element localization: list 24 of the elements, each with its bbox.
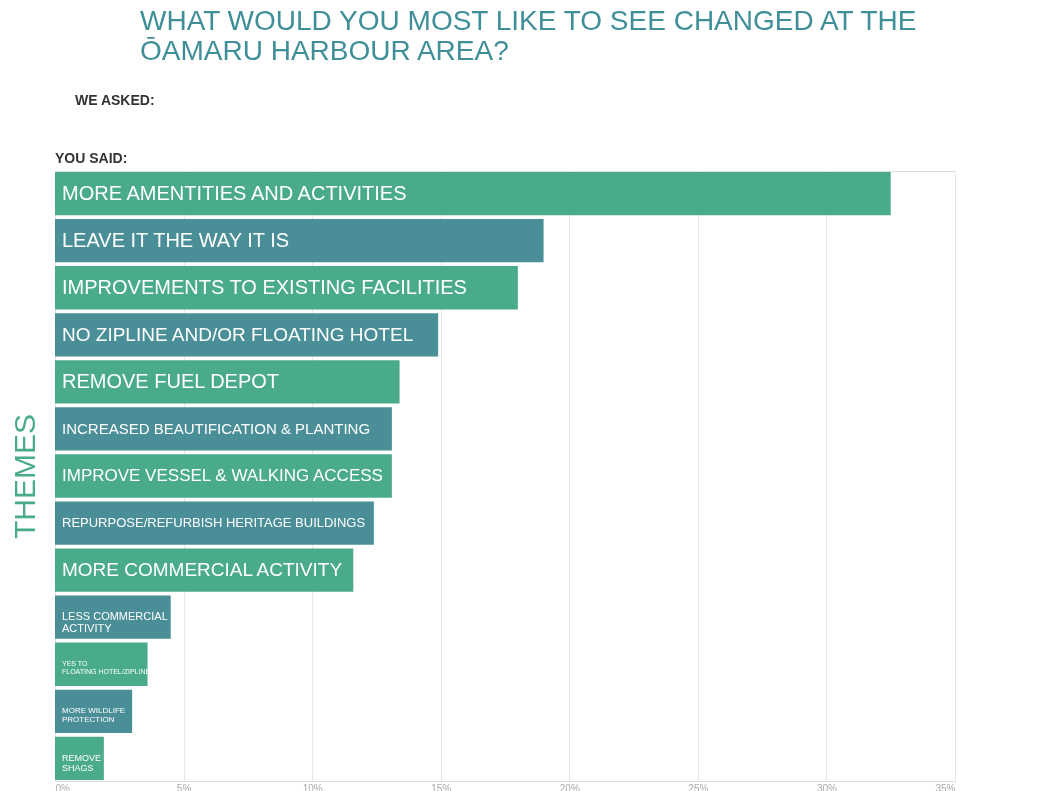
y-tick-label: INCREASED BEAUTIFICATION & PLANTING — [62, 419, 371, 437]
x-tick-label: 10% — [302, 782, 323, 791]
y-tick-label: IMPROVE VESSEL & WALKING ACCESS — [62, 466, 383, 485]
x-tick-label: 35% — [935, 782, 956, 791]
x-tick-label: 20% — [559, 782, 580, 791]
text: YOU SAID: — [55, 150, 128, 166]
y-tick-label: REPURPOSE/REFURBISH HERITAGE BUILDINGS — [62, 515, 366, 531]
y-tick-label: NO ZIPLINE AND/OR FLOATING HOTEL — [62, 323, 414, 345]
x-tick-label: 25% — [688, 782, 709, 791]
y-tick-label: MORE COMMERCIAL ACTIVITY — [62, 559, 343, 581]
y-tick-label: MORE AMENTITIES AND ACTIVITIES — [62, 181, 407, 204]
y-axis-title: THEMES — [7, 413, 41, 540]
y-tick-label: MORE WILDLIFE PROTECTION — [62, 706, 126, 725]
x-tick-label: 5% — [176, 782, 192, 791]
chart-title: WHAT WOULD YOU MOST LIKE TO SEE CHANGED AT THE ŌAMARU HARBOUR AREA? — [140, 5, 917, 66]
y-tick-label: LEAVE IT THE WAY IT IS — [62, 228, 290, 251]
y-tick-label: REMOVE SHAGS — [62, 753, 102, 774]
y-tick-label: REMOVE FUEL DEPOT — [62, 369, 280, 392]
x-tick-label: 15% — [431, 782, 452, 791]
y-tick-label: LESS COMMERCIAL ACTIVITY — [62, 610, 168, 635]
y-tick-label: IMPROVEMENTS TO EXISTING FACILITIES — [62, 275, 467, 298]
x-tick-label: 30% — [816, 782, 838, 791]
text: WE ASKED: — [75, 92, 155, 108]
x-tick-label: 0% — [55, 782, 71, 791]
